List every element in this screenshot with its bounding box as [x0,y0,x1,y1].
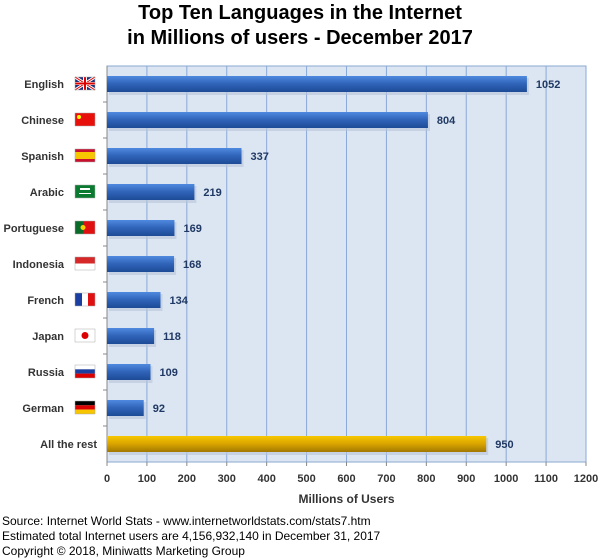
value-label: 219 [203,187,221,199]
category-label: Chinese [21,115,64,127]
flag-japan-icon [74,328,96,343]
category-label: All the rest [40,439,97,451]
x-tick-label: 100 [138,473,156,485]
x-tick-label: 600 [337,473,355,485]
x-tick-label: 700 [377,473,395,485]
x-tick-label: 400 [257,473,275,485]
chart-subtitle: in Millions of users - December 2017 [127,27,473,49]
flag-border [74,148,96,163]
bar [107,400,144,416]
flag-border [74,364,96,379]
flag-part [75,113,95,126]
value-label: 169 [183,223,201,235]
flag-part [75,293,82,306]
flag-part [80,188,90,190]
x-tick-label: 0 [104,473,110,485]
flag-border [74,400,96,415]
flag-part [75,221,83,234]
x-tick-label: 500 [297,473,315,485]
flag-border [74,220,96,235]
flag-border [74,76,96,91]
flag-border [74,184,96,199]
flag-part [75,152,95,159]
flag-part [75,369,95,374]
value-label: 1052 [536,79,560,91]
bar [107,328,155,344]
flag-part [75,405,95,410]
source-text: Source: Internet World Stats - www.inter… [2,514,371,528]
flag-saudi-icon [74,184,96,199]
category-label: Indonesia [13,259,65,271]
bar-chart: 0 100 200 300 400 500 600 700 800 900 1000 1100 1200… [3,65,598,506]
x-axis-label: Millions of Users [298,492,394,506]
flag-part [75,82,95,85]
value-label: 109 [160,367,178,379]
flag-spain-icon [74,148,96,163]
x-tick-label: 1200 [574,473,598,485]
flag-border [74,328,96,343]
value-label: 118 [163,331,181,343]
flag-part [75,401,95,406]
chart-title: Top Ten Languages in the Internet [138,2,462,24]
flag-indonesia-icon [74,256,96,271]
estimate-text: Estimated total Internet users are 4,156… [2,529,381,543]
category-label: English [24,79,64,91]
flag-part [80,225,86,230]
value-label: 337 [251,151,269,163]
flag-part [75,373,95,378]
value-label: 92 [153,403,165,415]
flag-portugal-icon [74,220,96,235]
x-tick-label: 800 [417,473,435,485]
category-label: Spanish [21,151,64,163]
flag-border [74,112,96,127]
bar [107,436,487,452]
category-label: French [27,295,64,307]
flag-part [75,257,95,264]
category-label: Russia [28,367,65,379]
x-tick-label: 1100 [534,473,558,485]
category-label: German [22,403,64,415]
flag-uk-icon [74,75,96,92]
value-label: 168 [183,259,201,271]
bar [107,76,527,92]
bar [107,364,151,380]
copyright-text: Copyright © 2018, Miniwatts Marketing Gr… [2,544,245,558]
category-label: Arabic [30,187,64,199]
category-label: Japan [32,331,64,343]
bar [107,220,175,236]
x-tick-label: 200 [178,473,196,485]
value-label: 804 [437,115,456,127]
flag-part [88,293,95,306]
bar [107,256,175,272]
value-label: 134 [169,295,188,307]
bar [107,292,161,308]
value-label: 950 [495,439,513,451]
x-tick-label: 900 [457,473,475,485]
flag-part [75,185,95,198]
flag-border [74,292,96,307]
bar [107,112,428,128]
flag-russia-icon [74,364,96,379]
flag-part [75,409,95,414]
flag-germany-icon [74,400,96,415]
category-label: Portuguese [3,223,64,235]
bar [107,148,242,164]
flag-france-icon [74,292,96,307]
flag-border [74,256,96,271]
flag-part [77,115,81,119]
flag-china-icon [74,112,96,127]
x-tick-label: 300 [218,473,236,485]
flag-part [79,193,91,194]
x-tick-label: 1000 [494,473,518,485]
flag-part [81,332,89,339]
bar [107,184,195,200]
